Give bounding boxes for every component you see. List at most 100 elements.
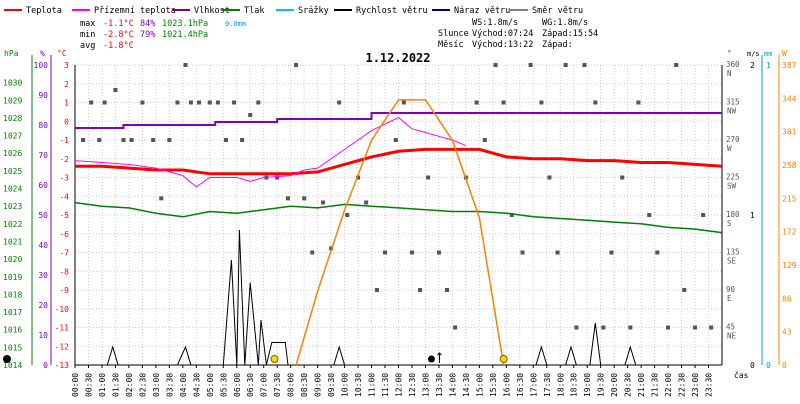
wind-direction-point (453, 325, 458, 330)
wind-direction-point (547, 175, 552, 180)
wind-direction-point (248, 113, 253, 117)
wind-direction-point (393, 138, 398, 142)
pressure-tick-label: 1017 (3, 308, 22, 317)
pressure-tick-label: 1023 (3, 202, 22, 211)
wind-direction-point (232, 100, 237, 105)
stat-avg-temp: -1.8°C (103, 41, 134, 51)
sunrise-marker (270, 355, 279, 363)
sunset-marker (499, 355, 508, 363)
wind-direction-point (539, 100, 544, 105)
solar-tick-label: 258 (782, 161, 797, 170)
direction-tick-degrees: 270 (726, 135, 740, 144)
humidity-tick-label: 30 (38, 271, 48, 280)
axis-units: hPa % °C ° m/s mm W čas (4, 49, 787, 380)
temperature-tick-label: 3 (64, 61, 69, 70)
pressure-tick-label: 1028 (3, 114, 22, 123)
x-tick-label: 22:30 (678, 373, 687, 397)
x-tick-label: 21:00 (637, 373, 646, 397)
stat-max-temp: -1.1°C (103, 19, 134, 29)
wind-direction-point (188, 100, 193, 105)
wind-direction-point (383, 250, 388, 255)
legend-label: Přízemní teplota (94, 6, 176, 16)
humidity-tick-label: 10 (38, 331, 48, 340)
x-tick-label: 11:30 (381, 373, 390, 397)
wind-direction-point (693, 325, 698, 330)
wind-speed-tick-label: 1 (750, 211, 755, 220)
wind-speed-info: WS:1.8m/s (472, 18, 518, 28)
plot-area (3, 63, 723, 366)
x-tick-label: 17:00 (529, 373, 538, 397)
x-tick-label: 09:30 (327, 373, 336, 397)
pressure-tick-label: 1027 (3, 132, 22, 141)
pressure-tick-label: 1018 (3, 290, 22, 299)
x-tick-label: 12:30 (408, 373, 417, 397)
stat-min-press: 1021.4hPa (162, 30, 208, 40)
temperature-tick-label: 1 (64, 99, 69, 108)
x-tick-label: 11:00 (368, 373, 377, 397)
wind-direction-point (302, 196, 307, 201)
temperature-tick-label: -6 (59, 230, 69, 239)
humidity-tick-label: 100 (34, 61, 49, 70)
pressure-tick-label: 1029 (3, 96, 22, 105)
direction-tick-label: N (727, 69, 732, 78)
wind-direction-point (674, 63, 679, 67)
x-tick-label: 13:30 (435, 373, 444, 397)
direction-tick-label: W (727, 144, 732, 153)
direction-tick-label: S (727, 219, 732, 228)
wind-direction-point (636, 100, 641, 105)
moonrise-time: Východ:13:22 (472, 40, 533, 50)
wind-direction-point (102, 100, 107, 105)
wind-direction-point (445, 288, 450, 292)
legend-label: Náraz větru (454, 6, 510, 16)
legend: Teplota Přízemní teplota Vlhkost Tlak Srážky… (4, 6, 583, 16)
wind-direction-point (129, 138, 134, 142)
wind-direction-point (655, 250, 660, 255)
x-tick-label: 04:00 (179, 373, 188, 397)
wind-direction-point (601, 325, 606, 330)
x-tick-label: 16:30 (516, 373, 525, 397)
wind-direction-point (666, 325, 671, 330)
wind-direction-point (364, 200, 369, 205)
unit-pct: % (40, 49, 45, 58)
wind-direction-point (81, 138, 86, 142)
wind-direction-point (620, 175, 625, 180)
x-tick-label: 03:30 (165, 373, 174, 397)
pressure-tick-label: 1026 (3, 149, 22, 158)
series-line (75, 112, 722, 129)
stat-max-hum: 84% (140, 19, 155, 29)
x-tick-label: 05:00 (206, 373, 215, 397)
wind-direction-point (493, 63, 498, 67)
x-tick-label: 19:30 (597, 373, 606, 397)
wind-direction-point (701, 213, 706, 217)
x-tick-label: 18:30 (570, 373, 579, 397)
wind-direction-point (337, 100, 342, 105)
solar-tick-label: 301 (782, 128, 797, 137)
x-tick-label: 03:00 (152, 373, 161, 397)
x-tick-label: 07:30 (273, 373, 282, 397)
direction-tick-degrees: 225 (726, 173, 740, 182)
x-tick-label: 20:30 (624, 373, 633, 397)
wind-direction-point (356, 175, 361, 180)
x-tick-label: 19:00 (583, 373, 592, 397)
humidity-tick-label: 80 (38, 121, 48, 130)
wind-direction-point (426, 175, 431, 180)
x-tick-label: 10:30 (354, 373, 363, 397)
pressure-tick-label: 1025 (3, 167, 22, 176)
wind-direction-point (223, 138, 228, 142)
direction-tick-label: NW (727, 107, 737, 116)
unit-mm: mm (764, 50, 772, 58)
wind-direction-point (345, 213, 350, 217)
solar-tick-label: 43 (782, 328, 792, 337)
x-tick-label: 13:00 (421, 373, 430, 397)
stat-min-hum: 79% (140, 30, 155, 40)
legend-label: Teplota (26, 6, 62, 16)
pressure-tick-label: 1021 (3, 237, 22, 246)
moon-marker (3, 355, 11, 363)
wind-direction-point (275, 175, 280, 180)
wind-direction-point (709, 325, 714, 330)
moon-label: Měsíc (438, 40, 464, 50)
x-tick-label: 16:00 (502, 373, 511, 397)
series-line (295, 99, 505, 366)
direction-tick-degrees: 315 (726, 98, 740, 107)
